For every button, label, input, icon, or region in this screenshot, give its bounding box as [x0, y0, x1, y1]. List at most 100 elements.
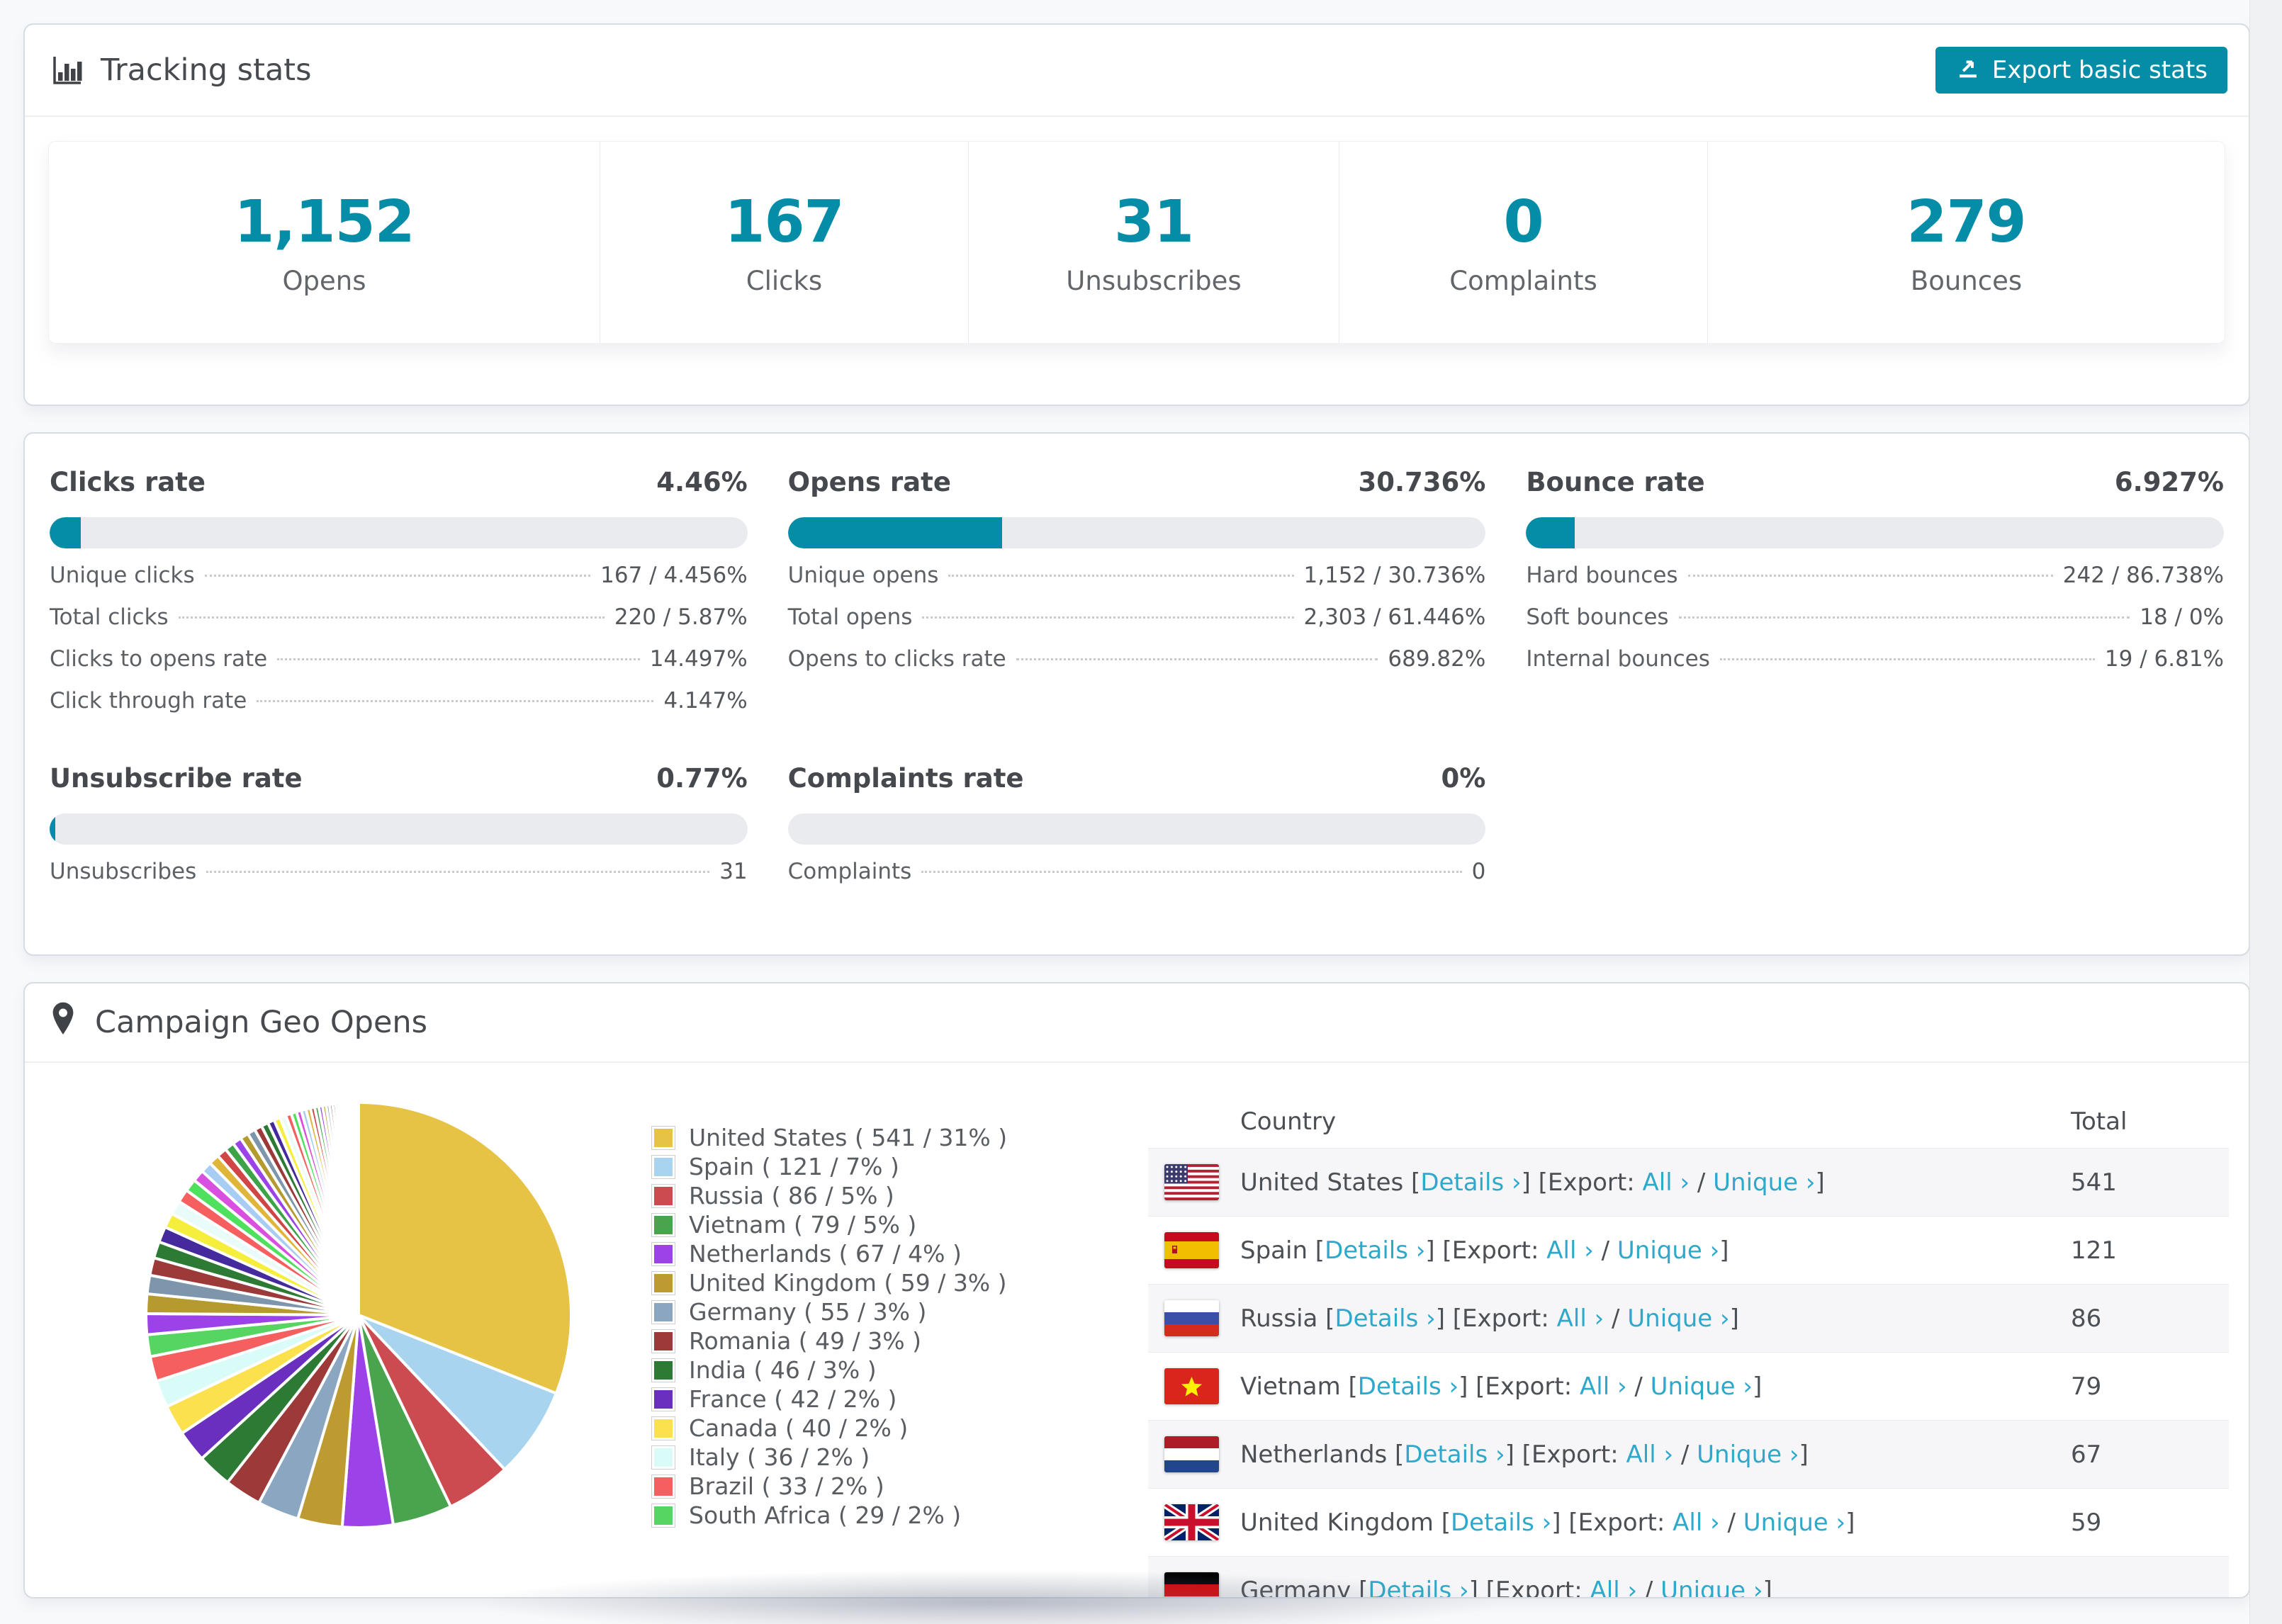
- export-all-link[interactable]: All ›: [1626, 1440, 1674, 1469]
- export-all-link[interactable]: All ›: [1642, 1168, 1690, 1197]
- export-all-link[interactable]: All ›: [1579, 1372, 1627, 1401]
- stat-label: Unsubscribes: [1066, 266, 1242, 296]
- country-cell: Spain [Details ›] [Export: All › / Uniqu…: [1148, 1232, 2071, 1268]
- export-unique-link[interactable]: Unique ›: [1617, 1236, 1720, 1265]
- rate-block-bounce-rate: Bounce rate 6.927% Hard bounces 242 / 86.73…: [1526, 466, 2224, 730]
- legend-swatch: [652, 1155, 675, 1178]
- stat-card-complaints: 0 Complaints: [1339, 142, 1707, 343]
- dotted-leader: [277, 658, 640, 660]
- rate-row-label: Opens to clicks rate: [787, 646, 1006, 672]
- export-all-link[interactable]: All ›: [1673, 1508, 1720, 1537]
- geo-table-header: Country Total: [1148, 1095, 2229, 1148]
- legend-item-germany: Germany ( 55 / 3% ): [652, 1297, 1007, 1326]
- legend-label: United Kingdom ( 59 / 3% ): [689, 1269, 1007, 1297]
- rate-progress-track: [50, 813, 748, 845]
- bar-chart-icon: [50, 53, 84, 87]
- export-unique-link[interactable]: Unique ›: [1697, 1440, 1799, 1469]
- rate-head: Bounce rate 6.927%: [1526, 466, 2224, 497]
- export-icon: [1955, 55, 1981, 86]
- geo-opens-pie-chart: [145, 1101, 573, 1529]
- export-unique-link[interactable]: Unique ›: [1660, 1576, 1763, 1598]
- export-all-link[interactable]: All ›: [1590, 1576, 1638, 1598]
- export-all-link[interactable]: All ›: [1546, 1236, 1594, 1265]
- legend-label: United States ( 541 / 31% ): [689, 1124, 1008, 1151]
- rate-progress-fill: [1526, 517, 1575, 548]
- rate-head: Unsubscribe rate 0.77%: [50, 762, 748, 794]
- dotted-leader: [922, 616, 1294, 619]
- vn-flag-icon: [1164, 1368, 1219, 1404]
- table-row-united-kingdom: United Kingdom [Details ›] [Export: All …: [1148, 1488, 2229, 1556]
- rate-row-value: 19 / 6.81%: [2104, 646, 2224, 672]
- export-basic-stats-button[interactable]: Export basic stats: [1935, 47, 2227, 94]
- rate-row-label: Unique opens: [787, 563, 939, 588]
- rate-row-unique-opens: Unique opens 1,152 / 30.736%: [788, 563, 1486, 604]
- legend-item-france: France ( 42 / 2% ): [652, 1385, 1007, 1414]
- stat-card-bounces: 279 Bounces: [1707, 142, 2225, 343]
- rate-percent: 30.736%: [1358, 466, 1486, 497]
- rate-rows: Complaints 0: [788, 859, 1486, 901]
- legend-label: Netherlands ( 67 / 4% ): [689, 1240, 962, 1268]
- legend-item-united-kingdom: United Kingdom ( 59 / 3% ): [652, 1268, 1007, 1297]
- pie-slice-united-states: [357, 1101, 573, 1395]
- rate-block-complaints-rate: Complaints rate 0% Complaints 0: [787, 762, 1486, 901]
- export-all-link[interactable]: All ›: [1556, 1304, 1604, 1333]
- rate-progress-track: [787, 517, 1486, 548]
- es-flag-icon: [1164, 1232, 1219, 1268]
- legend-label: Canada ( 40 / 2% ): [689, 1414, 909, 1442]
- rate-row-label: Unsubscribes: [50, 859, 197, 884]
- details-link[interactable]: Details ›: [1420, 1168, 1522, 1197]
- country-links: United Kingdom [Details ›] [Export: All …: [1240, 1508, 1855, 1537]
- legend-swatch: [652, 1300, 675, 1324]
- ru-flag-icon: [1164, 1300, 1219, 1336]
- rate-row-label: Total clicks: [50, 604, 169, 630]
- export-unique-link[interactable]: Unique ›: [1713, 1168, 1816, 1197]
- export-unique-link[interactable]: Unique ›: [1627, 1304, 1730, 1333]
- map-pin-icon: [50, 1001, 77, 1044]
- vertical-scrollbar[interactable]: [2249, 0, 2282, 1624]
- rate-row-value: 1,152 / 30.736%: [1303, 563, 1486, 588]
- export-button-label: Export basic stats: [1991, 56, 2208, 84]
- legend-item-south-africa: South Africa ( 29 / 2% ): [652, 1501, 1007, 1530]
- rate-percent: 6.927%: [2114, 466, 2224, 497]
- legend-item-romania: Romania ( 49 / 3% ): [652, 1326, 1007, 1355]
- stat-value: 0: [1503, 188, 1544, 256]
- rate-rows: Unique clicks 167 / 4.456% Total clicks 220…: [50, 563, 748, 730]
- legend-swatch: [652, 1126, 675, 1149]
- details-link[interactable]: Details ›: [1368, 1576, 1469, 1598]
- rate-progress-track: [787, 813, 1486, 845]
- stat-label: Bounces: [1910, 266, 2023, 296]
- legend-item-vietnam: Vietnam ( 79 / 5% ): [652, 1210, 1007, 1239]
- export-unique-link[interactable]: Unique ›: [1650, 1372, 1753, 1401]
- rate-row-unsubscribes: Unsubscribes 31: [50, 859, 748, 901]
- details-link[interactable]: Details ›: [1357, 1372, 1459, 1401]
- rate-block-clicks-rate: Clicks rate 4.46% Unique clicks 167 / 4.456…: [50, 466, 748, 730]
- legend-swatch: [652, 1329, 675, 1353]
- dotted-leader: [206, 871, 710, 873]
- stat-value: 31: [1113, 188, 1194, 256]
- legend-swatch: [652, 1358, 675, 1382]
- stat-label: Complaints: [1449, 266, 1597, 296]
- export-unique-link[interactable]: Unique ›: [1743, 1508, 1846, 1537]
- legend-item-united-states: United States ( 541 / 31% ): [652, 1123, 1007, 1152]
- details-link[interactable]: Details ›: [1325, 1236, 1426, 1265]
- rate-block-unsubscribe-rate: Unsubscribe rate 0.77% Unsubscribes 31: [50, 762, 748, 901]
- rate-head: Complaints rate 0%: [788, 762, 1486, 794]
- dotted-leader: [948, 575, 1294, 577]
- legend-swatch: [652, 1242, 675, 1265]
- rate-title: Complaints rate: [787, 762, 1024, 794]
- details-link[interactable]: Details ›: [1404, 1440, 1505, 1469]
- geo-body: United States ( 541 / 31% ) Spain ( 121 /…: [25, 1063, 2249, 1598]
- rate-block-opens-rate: Opens rate 30.736% Unique opens 1,152 / 30.…: [787, 466, 1486, 730]
- total-cell: 541: [2071, 1168, 2117, 1197]
- details-link[interactable]: Details ›: [1334, 1304, 1436, 1333]
- rate-row-total-opens: Total opens 2,303 / 61.446%: [788, 604, 1486, 646]
- legend-swatch: [652, 1271, 675, 1295]
- country-links: Russia [Details ›] [Export: All › / Uniq…: [1240, 1304, 1739, 1333]
- rate-percent: 0%: [1441, 762, 1486, 794]
- nl-flag-icon: [1164, 1436, 1219, 1472]
- stat-label: Opens: [282, 266, 366, 296]
- legend-swatch: [652, 1445, 675, 1469]
- rate-title: Clicks rate: [50, 466, 206, 497]
- details-link[interactable]: Details ›: [1450, 1508, 1552, 1537]
- rate-row-label: Total opens: [787, 604, 913, 630]
